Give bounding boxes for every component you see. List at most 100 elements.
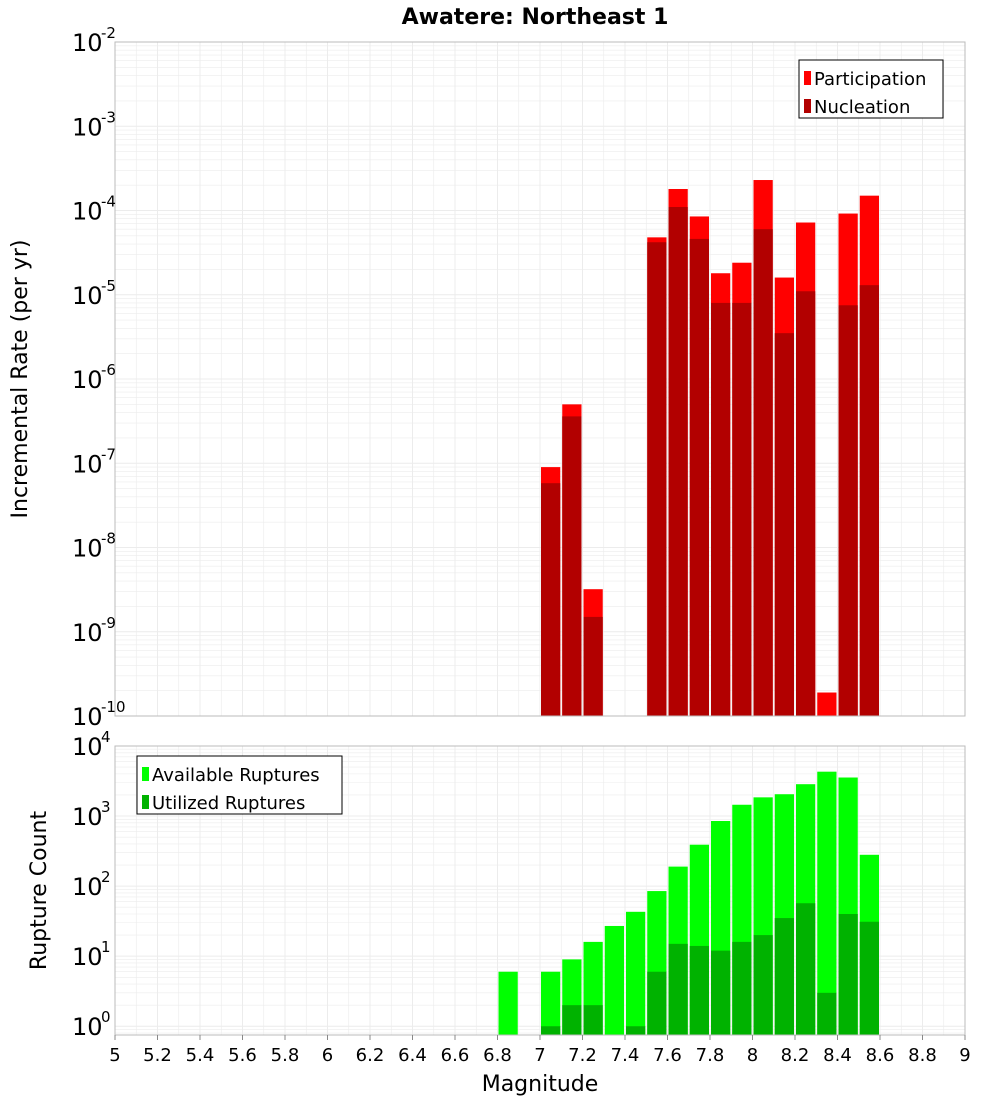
legend-count: Available Ruptures Utilized Ruptures (136, 755, 343, 815)
count-y-tick-label: 10 (72, 733, 103, 761)
x-tick-label: 7.2 (568, 1045, 597, 1066)
x-tick-label: 7.4 (611, 1045, 640, 1066)
x-axis-label: Magnitude (482, 1072, 599, 1097)
bar-nucleation (796, 291, 816, 716)
x-tick-label: 6.6 (441, 1045, 470, 1066)
rate-y-tick-label: 10 (72, 619, 103, 647)
legend-count-entry: Available Ruptures (152, 765, 320, 786)
x-ticks: 5 5.2 5.4 5.6 5.8 6 6.2 6.4 6.6 6.8 7 7.2 7.4 7.6 7.8 8… (109, 1035, 971, 1066)
count-y-tick-exponent: 3 (101, 798, 111, 816)
rate-y-tick-exponent: -9 (101, 614, 116, 632)
bar-utilized-ruptures (753, 935, 773, 1035)
bar-utilized-ruptures (583, 1005, 603, 1035)
x-tick-label: 8.4 (823, 1045, 852, 1066)
x-tick-label: 7.6 (653, 1045, 682, 1066)
bar-utilized-ruptures (732, 941, 752, 1035)
bar-utilized-ruptures (541, 1026, 561, 1035)
bar-available-ruptures (541, 971, 561, 1035)
rate-y-axis-label: Incremental Rate (per yr) (8, 240, 33, 519)
rate-y-tick-label: 10 (72, 703, 103, 731)
x-tick-label: 8.8 (908, 1045, 937, 1066)
count-y-tick-exponent: 2 (101, 868, 111, 886)
bar-utilized-ruptures (796, 903, 816, 1035)
rate-y-tick-exponent: -2 (101, 24, 116, 42)
bar-nucleation (732, 302, 752, 716)
bar-nucleation (838, 305, 858, 716)
legend-rate-entry: Nucleation (814, 97, 910, 118)
bar-nucleation (647, 242, 667, 716)
x-tick-label: 7.8 (696, 1045, 725, 1066)
count-y-tick-exponent: 4 (101, 728, 111, 746)
legend-rate-entry: Participation (814, 69, 926, 90)
rate-y-tick-exponent: -3 (101, 108, 116, 126)
count-y-tick-exponent: 0 (101, 1008, 111, 1026)
bar-utilized-ruptures (668, 943, 688, 1035)
rate-panel: 10-210-310-410-510-610-710-810-910-10Inc… (8, 24, 966, 731)
legend-count-swatch (142, 795, 149, 809)
rate-y-tick-label: 10 (72, 198, 103, 226)
legend-rate-swatch (804, 71, 811, 85)
rate-y-tick-label: 10 (72, 113, 103, 141)
legend-rate-swatch (804, 99, 811, 113)
chart-title: Awatere: Northeast 1 (402, 5, 669, 30)
bar-nucleation (689, 238, 709, 716)
count-y-tick-label: 10 (72, 803, 103, 831)
x-tick-label: 5 (109, 1045, 120, 1066)
x-tick-label: 8.2 (781, 1045, 810, 1066)
bar-nucleation (668, 207, 688, 716)
x-tick-label: 5.4 (186, 1045, 215, 1066)
x-tick-label: 6.8 (483, 1045, 512, 1066)
bar-nucleation (583, 616, 603, 716)
x-tick-label: 5.6 (228, 1045, 257, 1066)
rate-y-tick-label: 10 (72, 450, 103, 478)
rate-y-tick-label: 10 (72, 282, 103, 310)
bar-utilized-ruptures (647, 971, 667, 1035)
rate-y-tick-exponent: -8 (101, 530, 116, 548)
rate-y-tick-exponent: -4 (101, 193, 116, 211)
bar-nucleation (753, 229, 773, 717)
rate-y-tick-label: 10 (72, 535, 103, 563)
legend-count-swatch (142, 767, 149, 781)
count-y-tick-label: 10 (72, 1013, 103, 1041)
bar-utilized-ruptures (711, 950, 731, 1035)
rate-grid (114, 41, 966, 717)
x-tick-label: 8.6 (866, 1045, 895, 1066)
bar-nucleation (711, 302, 731, 716)
rate-y-tick-exponent: -5 (101, 277, 116, 295)
count-y-tick-label: 10 (72, 943, 103, 971)
rate-y-tick-exponent: -10 (101, 698, 126, 716)
x-tick-label: 5.8 (271, 1045, 300, 1066)
bar-available-ruptures (604, 925, 624, 1035)
x-tick-label: 5.2 (143, 1045, 172, 1066)
count-bars (498, 771, 879, 1035)
bar-nucleation (562, 416, 582, 716)
count-y-axis-label: Rupture Count (27, 811, 52, 971)
bar-available-ruptures (817, 771, 837, 1035)
bar-nucleation (774, 333, 794, 716)
x-tick-label: 7 (534, 1045, 545, 1066)
bar-utilized-ruptures (817, 992, 837, 1035)
legend-count-entry: Utilized Ruptures (152, 793, 305, 814)
bar-utilized-ruptures (838, 914, 858, 1035)
x-tick-label: 8 (747, 1045, 758, 1066)
legend-count-box (136, 755, 343, 815)
count-y-tick-exponent: 1 (101, 938, 111, 956)
x-tick-label: 6.4 (398, 1045, 427, 1066)
legend-rate: Participation Nucleation (798, 59, 944, 119)
bar-available-ruptures (498, 971, 518, 1035)
count-y-tick-label: 10 (72, 873, 103, 901)
rate-y-tick-label: 10 (72, 29, 103, 57)
bar-participation (817, 692, 837, 716)
rate-plot-border (114, 41, 966, 717)
bar-utilized-ruptures (562, 1005, 582, 1035)
rate-y-tick-label: 10 (72, 366, 103, 394)
bar-utilized-ruptures (626, 1026, 646, 1035)
bar-utilized-ruptures (774, 918, 794, 1035)
bar-utilized-ruptures (859, 921, 879, 1035)
x-tick-label: 9 (959, 1045, 970, 1066)
rate-bars (541, 180, 879, 717)
x-tick-label: 6 (322, 1045, 333, 1066)
